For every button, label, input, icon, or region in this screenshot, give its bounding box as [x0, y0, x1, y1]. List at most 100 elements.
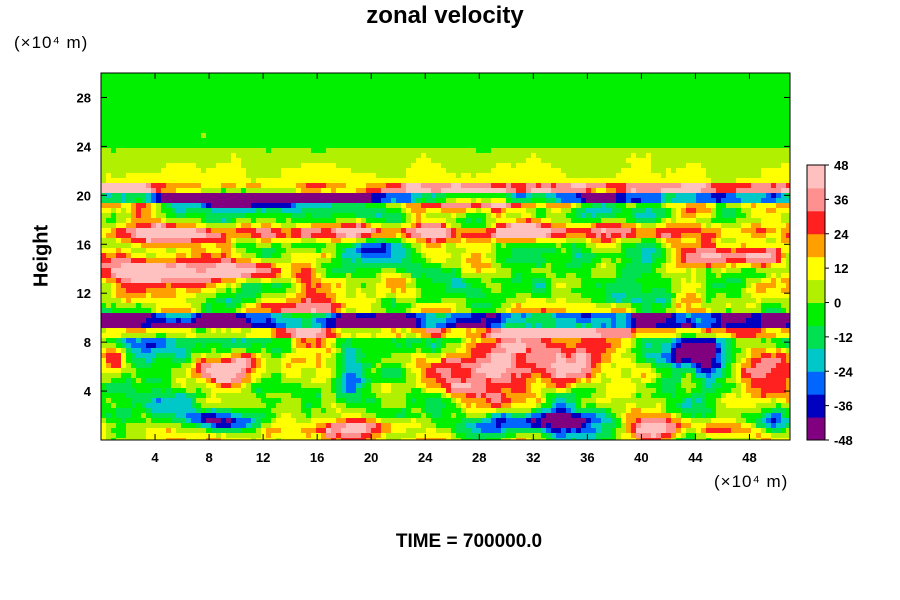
- heatmap-cell: [616, 118, 622, 124]
- heatmap-cell: [206, 93, 212, 99]
- heatmap-cell: [121, 98, 127, 104]
- heatmap-cell: [486, 98, 492, 104]
- heatmap-cell: [416, 153, 422, 159]
- heatmap-cell: [166, 103, 172, 109]
- heatmap-cell: [376, 83, 382, 89]
- heatmap-cell: [316, 103, 322, 109]
- heatmap-cell: [311, 133, 317, 139]
- heatmap-cell: [261, 168, 267, 174]
- heatmap-cell: [571, 88, 577, 94]
- heatmap-cell: [421, 193, 427, 199]
- heatmap-cell: [171, 173, 177, 179]
- heatmap-cell: [766, 173, 772, 179]
- heatmap-cell: [626, 78, 632, 84]
- heatmap-cell: [751, 193, 757, 199]
- heatmap-cell: [371, 173, 377, 179]
- heatmap-cell: [206, 203, 212, 209]
- heatmap-cell: [336, 213, 342, 219]
- heatmap-cell: [156, 188, 162, 194]
- heatmap-cell: [116, 93, 122, 99]
- heatmap-cell: [451, 148, 457, 154]
- heatmap-cell: [666, 148, 672, 154]
- heatmap-cell: [511, 113, 517, 119]
- heatmap-cell: [751, 203, 757, 209]
- heatmap-cell: [286, 128, 292, 134]
- heatmap-cell: [491, 128, 497, 134]
- heatmap-cell: [446, 73, 452, 79]
- heatmap-cell: [371, 213, 377, 219]
- heatmap-cell: [206, 158, 212, 164]
- heatmap-cell: [436, 248, 442, 254]
- heatmap-cell: [501, 248, 507, 254]
- heatmap-cell: [511, 238, 517, 244]
- heatmap-cell: [581, 218, 587, 224]
- heatmap-cell: [761, 133, 767, 139]
- heatmap-cell: [696, 128, 702, 134]
- heatmap-cell: [261, 183, 267, 189]
- heatmap-cell: [331, 183, 337, 189]
- heatmap-cell: [136, 188, 142, 194]
- heatmap-cell: [111, 83, 117, 89]
- heatmap-cell: [541, 133, 547, 139]
- heatmap-cell: [666, 78, 672, 84]
- heatmap-cell: [576, 178, 582, 184]
- heatmap-cell: [556, 183, 562, 189]
- heatmap-cell: [311, 88, 317, 94]
- heatmap-cell: [166, 133, 172, 139]
- heatmap-cell: [671, 133, 677, 139]
- heatmap-cell: [311, 243, 317, 249]
- heatmap-cell: [256, 98, 262, 104]
- heatmap-cell: [326, 83, 332, 89]
- heatmap-cell: [591, 138, 597, 144]
- heatmap-cell: [116, 83, 122, 89]
- heatmap-cell: [736, 233, 742, 239]
- heatmap-cell: [726, 148, 732, 154]
- heatmap-cell: [161, 133, 167, 139]
- heatmap-cell: [191, 138, 197, 144]
- heatmap-cell: [731, 188, 737, 194]
- heatmap-cell: [531, 123, 537, 129]
- heatmap-cell: [396, 228, 402, 234]
- heatmap-cell: [706, 248, 712, 254]
- heatmap-cell: [106, 208, 112, 214]
- heatmap-cell: [581, 133, 587, 139]
- heatmap-cell: [506, 183, 512, 189]
- heatmap-cell: [651, 178, 657, 184]
- heatmap-cell: [441, 93, 447, 99]
- heatmap-cell: [596, 108, 602, 114]
- heatmap-cell: [606, 98, 612, 104]
- heatmap-cell: [711, 233, 717, 239]
- heatmap-cell: [281, 73, 287, 79]
- heatmap-cell: [391, 148, 397, 154]
- heatmap-cell: [211, 128, 217, 134]
- heatmap-cell: [151, 143, 157, 149]
- heatmap-cell: [546, 203, 552, 209]
- heatmap-cell: [616, 248, 622, 254]
- heatmap-cell: [246, 183, 252, 189]
- heatmap-cell: [476, 113, 482, 119]
- heatmap-cell: [641, 113, 647, 119]
- heatmap-cell: [311, 223, 317, 229]
- heatmap-cell: [126, 108, 132, 114]
- heatmap-cell: [666, 163, 672, 169]
- heatmap-cell: [656, 228, 662, 234]
- heatmap-cell: [511, 138, 517, 144]
- heatmap-cell: [371, 228, 377, 234]
- heatmap-cell: [346, 78, 352, 84]
- heatmap-cell: [561, 178, 567, 184]
- heatmap-cell: [471, 83, 477, 89]
- heatmap-cell: [476, 123, 482, 129]
- heatmap-cell: [766, 88, 772, 94]
- heatmap-cell: [521, 103, 527, 109]
- heatmap-cell: [781, 133, 787, 139]
- heatmap-cell: [341, 118, 347, 124]
- heatmap-cell: [116, 228, 122, 234]
- heatmap-cell: [121, 163, 127, 169]
- heatmap-cell: [236, 143, 242, 149]
- heatmap-cell: [201, 133, 207, 139]
- heatmap-cell: [776, 168, 782, 174]
- heatmap-cell: [641, 228, 647, 234]
- heatmap-cell: [751, 118, 757, 124]
- heatmap-cell: [516, 228, 522, 234]
- heatmap-cell: [781, 173, 787, 179]
